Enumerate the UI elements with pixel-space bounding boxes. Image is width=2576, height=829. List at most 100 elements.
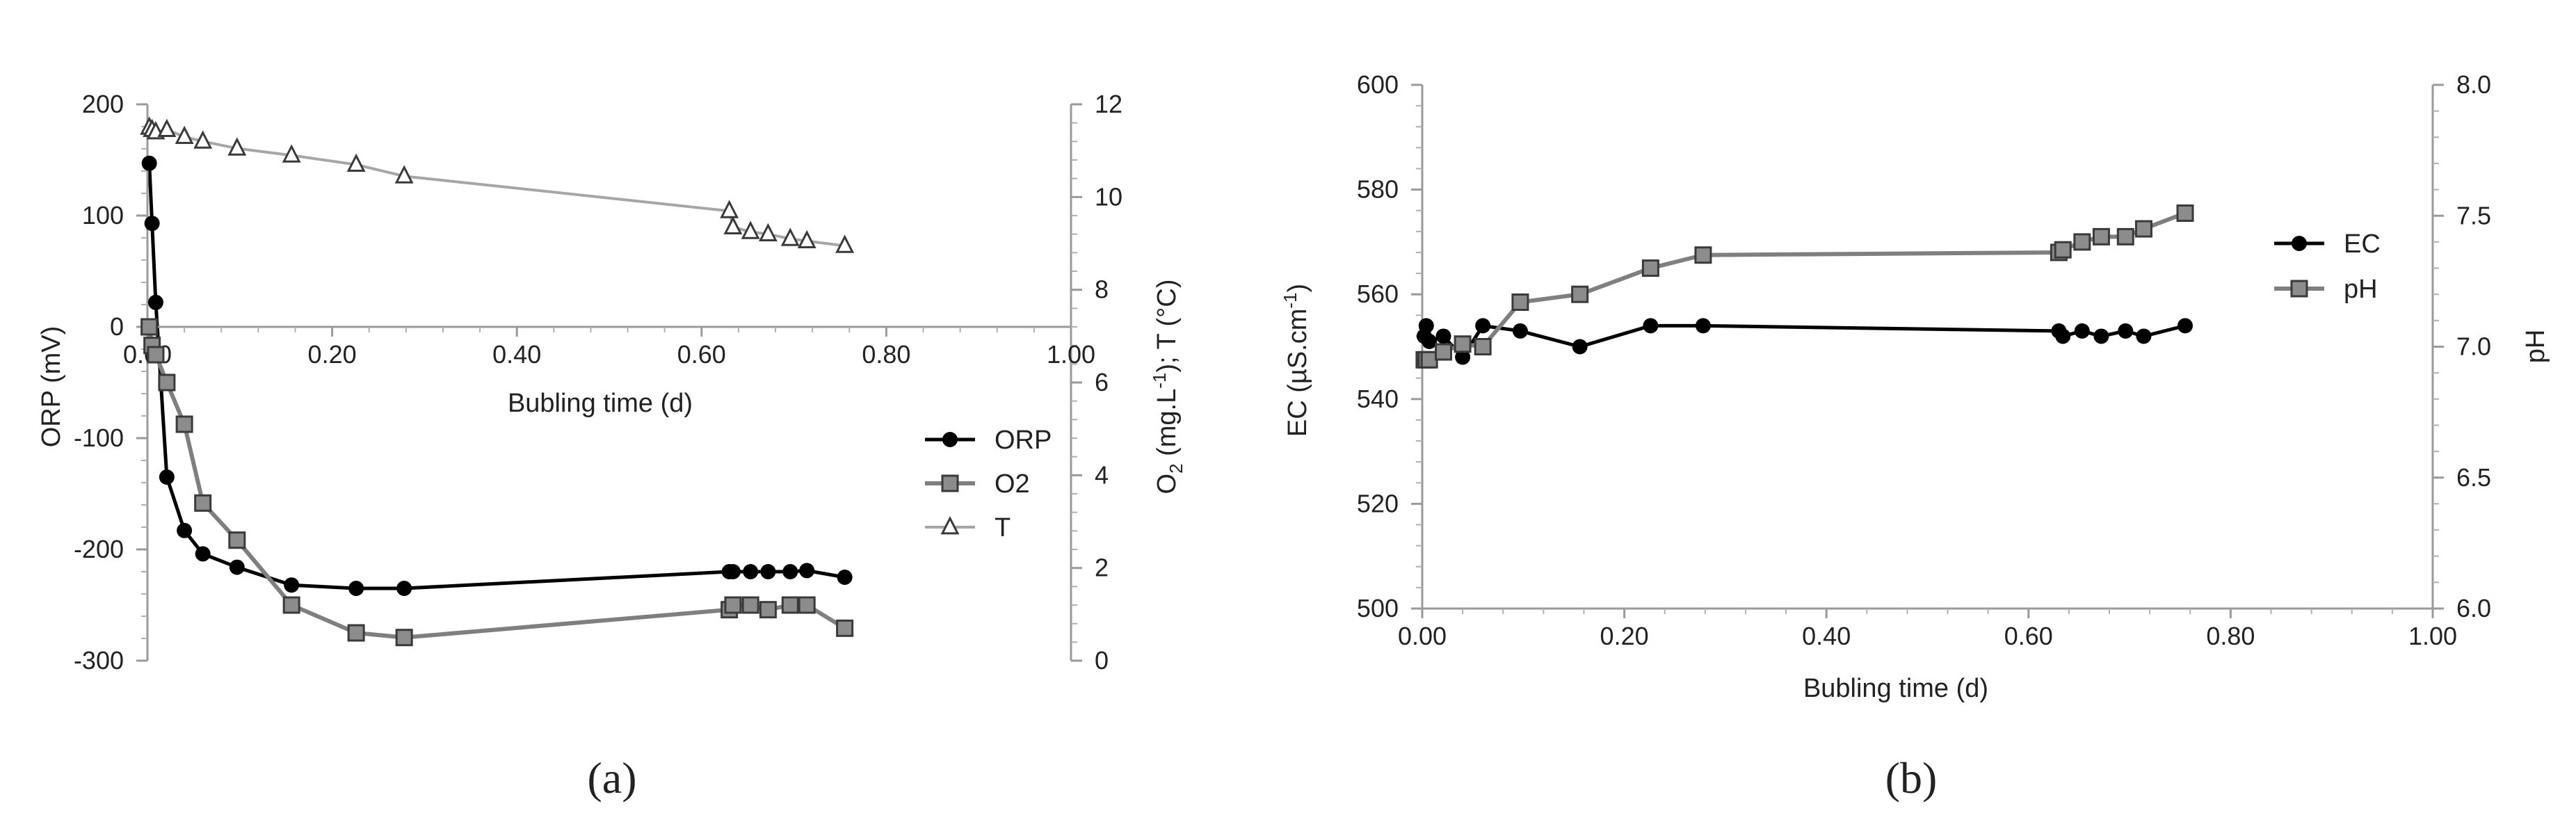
data-point-t	[758, 223, 778, 242]
y-right-tick-label: 12	[1095, 90, 1122, 118]
data-point-orp	[782, 564, 798, 579]
data-point-orp	[147, 294, 163, 310]
x-tick-label: 1.00	[1047, 340, 1095, 369]
y-tick-label: 500	[1357, 594, 1399, 622]
x-tick-label: 0.40	[492, 340, 541, 369]
data-point-ec	[1455, 349, 1471, 365]
data-point-ec	[1418, 318, 1434, 334]
data-point-orp	[177, 522, 193, 538]
x-tick-label: 0.80	[862, 340, 910, 369]
data-point-orp	[141, 155, 157, 171]
y-right-tick-label: 6.5	[2456, 463, 2491, 492]
series-line-ec	[1422, 323, 2186, 360]
data-point-t	[835, 234, 855, 253]
data-point-ec	[1435, 328, 1451, 344]
y-right-tick-label: 6.0	[2456, 594, 2491, 622]
data-point-orp	[837, 570, 853, 585]
series-line-o2	[147, 326, 846, 640]
data-point-o2	[194, 494, 212, 512]
x-tick-label: 0.00	[1398, 622, 1447, 650]
panel-b-tick-labels: 0.00 0.20 0.40 0.60 0.80 1.00 500 520 540 560 580 6…	[1357, 70, 2491, 650]
data-point-t	[723, 216, 743, 235]
x-tick-label: 0.20	[308, 340, 357, 369]
y-tick-label: 580	[1357, 175, 1399, 204]
legend-marker-o2	[941, 474, 959, 492]
panel-a-lines	[147, 126, 846, 640]
data-point-o2	[781, 596, 799, 614]
legend-marker-t	[940, 516, 960, 535]
data-point-o2	[175, 415, 193, 433]
chart-panel-a: 0.000.200.400.600.801.00-300-200-1000100…	[37, 90, 1186, 803]
data-point-orp	[760, 564, 776, 579]
data-point-orp	[284, 577, 300, 593]
data-point-o2	[395, 629, 413, 647]
legend-marker-ec	[2292, 236, 2307, 251]
data-point-ec	[2055, 328, 2071, 344]
legend-marker-orp	[942, 432, 958, 447]
data-point-orp	[743, 564, 759, 579]
panel-b-y-axis-title: EC (µS.cm-1)	[1280, 284, 1312, 437]
chart-panel-b: 0.00 0.20 0.40 0.60 0.80 1.00 500 520 540 560 580 6…	[1280, 70, 2550, 803]
data-point-o2	[347, 624, 365, 642]
y-right-tick-label: 4	[1095, 460, 1109, 489]
data-point-ph	[2176, 204, 2194, 222]
data-point-ph	[1420, 351, 1438, 369]
panel-a-x-axis-title: Bubling time (d)	[508, 389, 693, 418]
y-right-tick-label: 7.5	[2456, 201, 2491, 230]
data-point-ph	[1454, 335, 1472, 353]
y-right-tick-label: 8	[1095, 275, 1109, 304]
data-point-ph	[2092, 227, 2110, 246]
data-point-ph	[1641, 259, 1659, 277]
data-point-o2	[282, 596, 300, 614]
data-point-t	[346, 153, 366, 172]
series-line-t	[148, 126, 845, 248]
data-point-ph	[2073, 233, 2091, 251]
data-point-ph	[2134, 220, 2152, 238]
data-point-o2	[158, 373, 176, 392]
data-point-t	[175, 125, 194, 145]
y-right-tick-label: 8.0	[2456, 70, 2491, 99]
data-point-ph	[1474, 338, 1492, 355]
y-tick-label: 0	[110, 312, 124, 341]
data-point-orp	[159, 469, 175, 485]
data-point-ec	[1475, 318, 1491, 334]
panel-a-y-right-axis-title: O2 (mg.L-1); T (°C)	[1149, 280, 1186, 494]
data-point-ec	[1422, 333, 1438, 349]
data-point-t	[741, 220, 760, 239]
data-point-ec	[2177, 318, 2193, 334]
panel-a-markers	[140, 116, 855, 647]
data-point-orp	[144, 216, 160, 232]
y-tick-label: -200	[74, 535, 124, 563]
data-point-ec	[1512, 323, 1528, 339]
data-point-o2	[724, 596, 742, 614]
data-point-orp	[195, 546, 211, 562]
y-tick-label: -300	[74, 646, 124, 675]
panel-b-lines	[1422, 211, 2187, 362]
data-point-orp	[348, 581, 364, 596]
data-point-t	[282, 144, 301, 163]
y-tick-label: 560	[1357, 280, 1399, 308]
legend-label-orp: ORP	[995, 426, 1052, 455]
panel-a-legend: ORP O2 T	[925, 426, 1052, 542]
legend-label-ph: pH	[2344, 275, 2378, 304]
panel-b-y-right-axis-title: pH	[2521, 330, 2550, 364]
x-tick-label: 0.60	[677, 340, 726, 369]
series-line-ph	[1424, 211, 2187, 362]
data-point-ec	[2074, 323, 2090, 339]
data-point-o2	[147, 346, 165, 364]
panel-a-label: (a)	[587, 753, 636, 803]
panel-a-y-axis-title: ORP (mV)	[37, 326, 66, 448]
y-tick-label: 600	[1357, 70, 1399, 99]
y-tick-label: 100	[82, 201, 124, 230]
x-tick-label: 1.00	[2408, 622, 2457, 650]
panel-b-axes	[1411, 83, 2444, 618]
legend-label-o2: O2	[995, 469, 1030, 499]
data-point-orp	[229, 559, 245, 575]
data-point-orp	[725, 564, 741, 579]
x-tick-label: 0.60	[2004, 622, 2053, 650]
panel-b-markers	[1415, 204, 2194, 369]
y-tick-label: 540	[1357, 385, 1399, 413]
y-right-tick-label: 10	[1095, 182, 1122, 211]
data-point-ec	[2136, 328, 2152, 344]
